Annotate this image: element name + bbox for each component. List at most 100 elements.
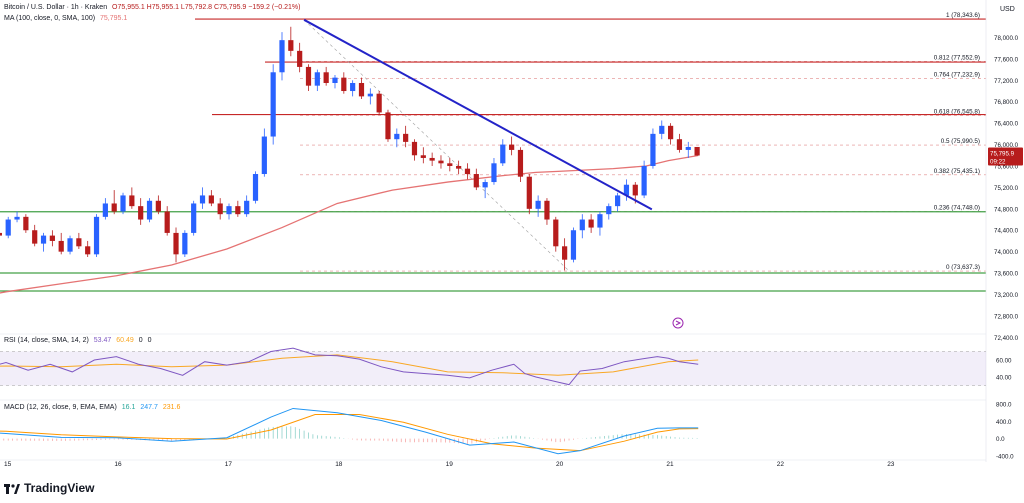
fib-level-label: 0.618 (76,545.8) bbox=[934, 108, 980, 115]
rsi-pane[interactable]: 60.00 40.00 bbox=[0, 347, 1012, 386]
symbol-label[interactable]: Bitcoin / U.S. Dollar · 1h · Kraken bbox=[4, 4, 108, 11]
candle-body bbox=[420, 155, 426, 158]
fib-level-label: 1 (78,343.6) bbox=[946, 12, 980, 19]
candle-body bbox=[438, 160, 444, 164]
trendline[interactable] bbox=[303, 18, 653, 211]
candle-body bbox=[288, 40, 294, 51]
candle-body bbox=[632, 184, 638, 196]
time-axis[interactable]: 15 16 17 18 19 20 21 22 23 bbox=[0, 459, 986, 468]
candle-body bbox=[411, 141, 418, 156]
candle-body bbox=[199, 195, 206, 204]
candle-body bbox=[102, 203, 108, 217]
price-tick-label: 72,800.0 bbox=[994, 313, 1019, 320]
candle-body bbox=[570, 230, 577, 260]
candle-body bbox=[40, 235, 47, 244]
current-price-label: 75,795.9 bbox=[990, 150, 1015, 157]
candle-body bbox=[606, 206, 612, 215]
grid bbox=[0, 333, 986, 401]
candle-body bbox=[67, 238, 73, 252]
candle-body bbox=[685, 146, 691, 150]
price-tick-label: 74,800.0 bbox=[994, 206, 1019, 213]
fib-level-label: 0.812 (77,552.9) bbox=[934, 54, 980, 61]
rsi-band bbox=[0, 351, 986, 386]
price-axis-bg bbox=[986, 0, 1024, 503]
candle-body bbox=[155, 200, 161, 212]
rsi-ma-value: 60.49 bbox=[116, 337, 134, 344]
candle-body bbox=[597, 214, 603, 228]
rsi-legend: RSI (14, close, SMA, 14, 2) 53.47 60.49 … bbox=[4, 337, 155, 344]
macd-legend: MACD (12, 26, close, 9, EMA, EMA) 16.1 2… bbox=[4, 404, 183, 411]
macd-tick-label: 400.0 bbox=[996, 419, 1012, 426]
candle-body bbox=[429, 157, 435, 161]
time-tick-label: 21 bbox=[666, 461, 674, 468]
rsi-ma-line bbox=[0, 354, 699, 376]
macd-tick-label: -400.0 bbox=[996, 453, 1014, 460]
candle-body bbox=[579, 219, 585, 231]
fib-level-label: 0.382 (75,435.1) bbox=[934, 168, 980, 175]
rsi-extra-value: 0 bbox=[138, 337, 143, 344]
rsi-extra-value-2: 0 bbox=[147, 337, 152, 344]
macd-signal-line bbox=[0, 413, 699, 452]
candle-body bbox=[93, 216, 100, 255]
candle-body bbox=[526, 176, 532, 209]
macd-tick-label: 800.0 bbox=[996, 402, 1012, 409]
current-price-tag bbox=[988, 147, 1023, 166]
ma-legend: MA (100, close, 0, SMA, 100) 75,795.1 bbox=[4, 15, 130, 22]
candle-body bbox=[111, 203, 117, 212]
time-tick-label: 17 bbox=[225, 461, 233, 468]
candle-body bbox=[120, 195, 126, 212]
countdown-label: 09:22 bbox=[990, 158, 1006, 165]
alert-icon bbox=[672, 317, 684, 329]
macd-tick-label: 0.0 bbox=[996, 436, 1005, 443]
fib-level-label: 0.764 (77,232.9) bbox=[934, 72, 980, 79]
tradingview-logo-icon bbox=[4, 483, 20, 494]
candle-body bbox=[191, 203, 197, 233]
candle-body bbox=[244, 200, 250, 215]
currency-label[interactable]: USD bbox=[1000, 6, 1015, 13]
price-tick-label: 74,400.0 bbox=[994, 228, 1019, 235]
candle-body bbox=[270, 72, 276, 137]
fib-level-label: 0 (73,637.3) bbox=[946, 264, 980, 271]
price-axis[interactable]: 78,000.0 77,600.0 77,200.0 76,800.0 76,400.0… bbox=[672, 0, 1024, 503]
candle-body bbox=[668, 125, 674, 140]
candle-body bbox=[650, 133, 656, 166]
candle-body bbox=[509, 144, 515, 150]
macd-line bbox=[0, 407, 699, 455]
symbol-header: Bitcoin / U.S. Dollar · 1h · Kraken O75,… bbox=[4, 4, 303, 11]
candle-body bbox=[659, 125, 665, 134]
candle-body bbox=[500, 144, 506, 164]
macd-pane[interactable]: 800.0 400.0 0.0 -400.0 bbox=[0, 402, 1014, 461]
price-tick-label: 75,200.0 bbox=[994, 185, 1019, 192]
price-tick-label: 76,000.0 bbox=[994, 142, 1019, 149]
candle-body bbox=[544, 200, 550, 220]
candle-body bbox=[23, 216, 29, 231]
candle-body bbox=[261, 136, 267, 175]
ohlc-values: O75,955.1 H75,955.1 L75,792.8 C75,795.9 … bbox=[112, 4, 301, 11]
candle-body bbox=[447, 163, 453, 166]
price-tick-label: 77,200.0 bbox=[994, 78, 1019, 85]
rsi-label[interactable]: RSI (14, close, SMA, 14, 2) bbox=[4, 337, 89, 344]
candle-body bbox=[164, 211, 170, 233]
moving-average bbox=[0, 154, 699, 294]
ma-label[interactable]: MA (100, close, 0, SMA, 100) bbox=[4, 15, 96, 22]
time-tick-label: 15 bbox=[4, 461, 12, 468]
candle-body bbox=[305, 66, 312, 86]
candle-body bbox=[332, 77, 338, 83]
candle-body bbox=[252, 174, 259, 201]
candle-body bbox=[182, 232, 188, 255]
candle-body bbox=[517, 149, 524, 177]
tradingview-logo[interactable]: TradingView bbox=[4, 481, 94, 495]
candle-body bbox=[482, 182, 488, 188]
candle-body bbox=[473, 174, 479, 188]
ma-line bbox=[0, 154, 699, 294]
time-tick-label: 18 bbox=[335, 461, 343, 468]
candle-body bbox=[5, 219, 11, 236]
time-tick-label: 19 bbox=[446, 461, 454, 468]
price-tick-label: 74,000.0 bbox=[994, 249, 1019, 256]
candle-body bbox=[32, 230, 38, 244]
price-tick-label: 77,600.0 bbox=[994, 56, 1019, 63]
candle-body bbox=[367, 93, 373, 97]
macd-label[interactable]: MACD (12, 26, close, 9, EMA, EMA) bbox=[4, 404, 117, 411]
candle-body bbox=[358, 82, 365, 97]
